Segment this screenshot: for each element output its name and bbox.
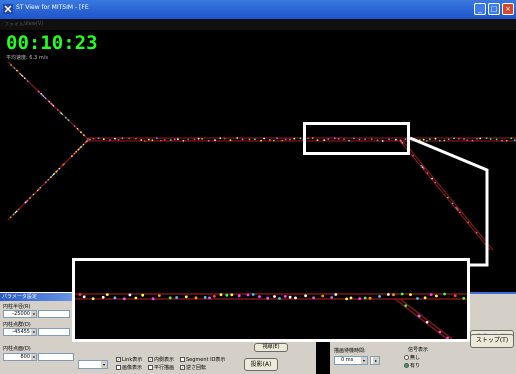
stop-button[interactable]: ストップ(T): [470, 334, 514, 348]
close-button[interactable]: ×: [502, 3, 514, 15]
check-segment[interactable]: Segment ID表示: [180, 356, 225, 363]
capture-button[interactable]: 投影(A): [244, 358, 278, 371]
view-button[interactable]: 視線(E): [254, 343, 288, 352]
spin-arrow-icon[interactable]: ◂: [31, 329, 36, 335]
field-box-2[interactable]: [38, 328, 70, 336]
spin-arrow-icon[interactable]: ◂: [31, 354, 36, 360]
dropdown-arrow-icon[interactable]: ▾: [101, 361, 107, 368]
check-image-label: 画像表示: [122, 365, 143, 371]
check-link[interactable]: ✓ Link表示: [116, 356, 142, 363]
parameter-panel: パラメータ設定 円柱半径(R) -25000 ◂ 円柱点群(D) -45455 ◂ …: [0, 292, 76, 374]
menu-view[interactable]: View(V): [24, 21, 44, 27]
signal-option-on-label: 有り: [410, 363, 421, 369]
check-segment-label: Segment ID表示: [186, 357, 226, 363]
app-icon: [3, 4, 13, 14]
field-label-1: 円柱半径(R): [3, 304, 31, 310]
check-reverse[interactable]: ✓ 逆さ回転: [180, 364, 206, 371]
dropdown-arrow-icon[interactable]: ▾: [361, 357, 367, 364]
simulation-canvas[interactable]: [0, 30, 516, 374]
field-value-3: 800: [20, 354, 30, 360]
check-inner-label: 内側表示: [154, 357, 175, 363]
checkbox-icon[interactable]: ✓: [116, 357, 121, 362]
zoom-connector: [409, 136, 489, 267]
inset-road: [75, 293, 467, 340]
title-bar: ST View for MITSIM - [FE _ □ ×: [0, 0, 516, 19]
simulation-clock: 00:10:23: [6, 32, 98, 54]
zoom-inset-canvas: [75, 292, 467, 340]
field-box-1[interactable]: [38, 310, 70, 318]
check-parallel[interactable]: 平行描画: [148, 364, 174, 371]
checkbox-icon[interactable]: ✓: [180, 365, 185, 370]
zoom-inset: [72, 258, 470, 342]
interval-value: 0 ms: [341, 357, 354, 363]
check-image[interactable]: 画像表示: [116, 364, 142, 371]
field-value-2: -45455: [12, 329, 30, 335]
signal-option-none[interactable]: 無し: [404, 354, 420, 361]
interval-step[interactable]: ▸: [370, 356, 380, 365]
field-label-3: 円柱点面(D): [3, 346, 31, 352]
checkbox-icon[interactable]: [180, 357, 185, 362]
step-arrow-icon[interactable]: ▸: [373, 357, 379, 364]
inset-vehicle-dots: [78, 292, 466, 340]
checkbox-icon[interactable]: [148, 365, 153, 370]
check-parallel-label: 平行描画: [154, 365, 175, 371]
field-value-1: -25000: [12, 311, 30, 317]
signal-option-on[interactable]: 有り: [404, 362, 420, 369]
field-spin-3[interactable]: 800 ◂: [3, 353, 37, 361]
option-select[interactable]: ▾: [78, 360, 108, 369]
divider-strip: [316, 342, 330, 374]
interval-select[interactable]: 0 ms ▾: [334, 356, 368, 365]
radio-icon[interactable]: [404, 363, 409, 368]
average-speed: 平均速度: 6.3 m/s: [6, 55, 48, 61]
field-spin-2[interactable]: -45455 ◂: [3, 328, 37, 336]
check-inner[interactable]: ✓ 内側表示: [148, 356, 174, 363]
display-controls: ▾ ✓ Link表示 ✓ 内側表示 Segment ID表示 画像表示 平行描画 ✓…: [76, 342, 316, 374]
playback-controls: 描画待機時間: 0 ms▾ ▸ 信号表示 無し 有り スタート(S): [330, 330, 516, 374]
zoom-region-box: [303, 122, 410, 155]
check-link-label: Link表示: [122, 357, 143, 363]
radio-icon[interactable]: [404, 355, 409, 360]
checkbox-icon[interactable]: ✓: [148, 357, 153, 362]
road-network: [7, 61, 516, 251]
signal-label: 信号表示: [408, 347, 429, 353]
check-reverse-label: 逆さ回転: [186, 365, 207, 371]
window-title: ST View for MITSIM - [FE: [16, 4, 89, 11]
interval-label: 描画待機時間:: [334, 348, 366, 354]
signal-option-none-label: 無し: [410, 355, 421, 361]
field-spin-1[interactable]: -25000 ◂: [3, 310, 37, 318]
menu-file[interactable]: ファイル: [4, 22, 25, 28]
minimize-button[interactable]: _: [474, 3, 486, 15]
vehicle-dots: [9, 64, 516, 234]
field-label-2: 円柱点群(D): [3, 322, 31, 328]
maximize-button[interactable]: □: [488, 3, 500, 15]
field-box-3[interactable]: [38, 353, 74, 361]
menu-bar: ファイル View(V): [0, 19, 516, 30]
parameter-panel-title: パラメータ設定: [0, 293, 76, 301]
spin-arrow-icon[interactable]: ◂: [31, 311, 36, 317]
checkbox-icon[interactable]: [116, 365, 121, 370]
